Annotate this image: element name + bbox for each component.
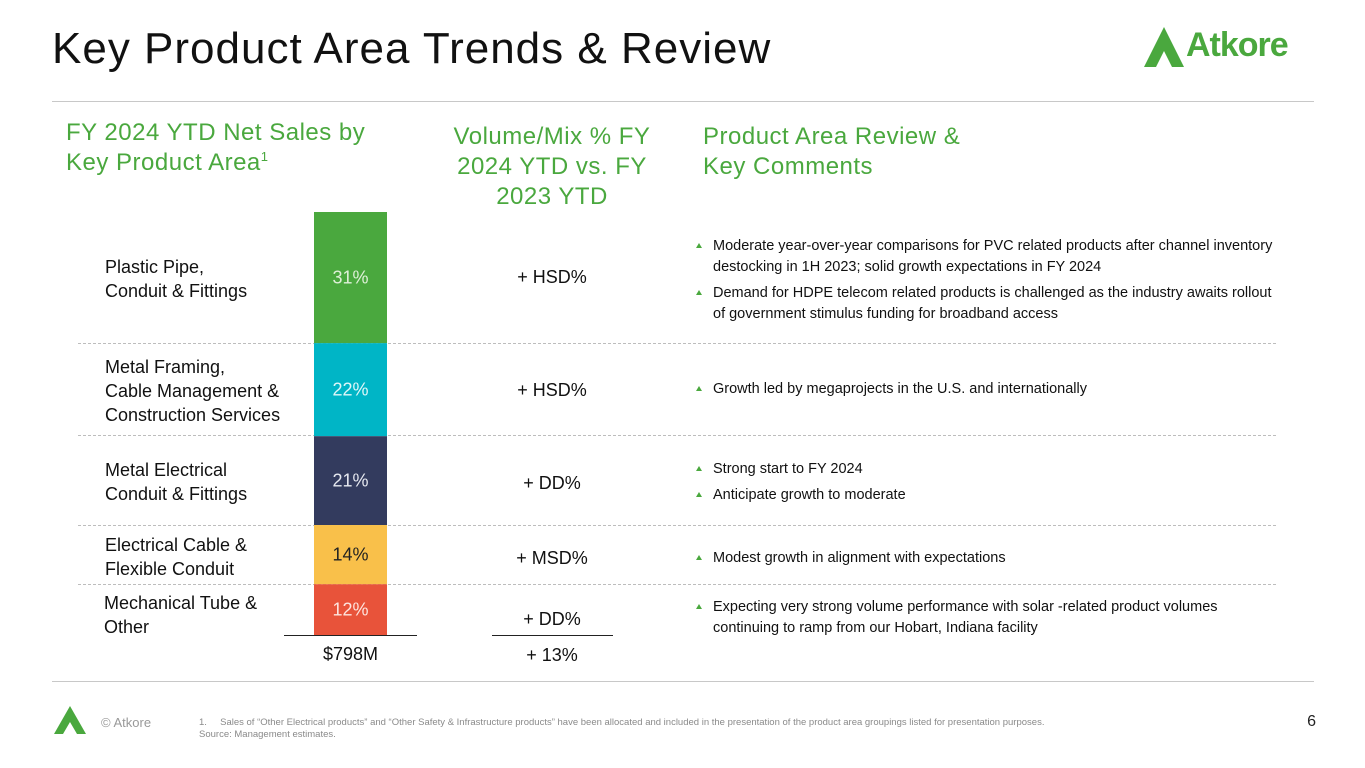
row-divider xyxy=(78,584,1276,585)
footnote-1: 1. Sales of “Other Electrical products” … xyxy=(199,717,1045,728)
volume-mix-value: + HSD% xyxy=(517,380,587,400)
comments-plastic-pipe: Moderate year-over-year comparisons for … xyxy=(696,236,1286,330)
category-plastic-pipe: Plastic Pipe, Conduit & Fittings xyxy=(105,257,248,301)
net-sales-header: FY 2024 YTD Net Sales by Key Product Are… xyxy=(66,119,366,176)
comment-bullet: Moderate year-over-year comparisons for … xyxy=(696,236,1286,278)
comments-mechanical-tube: Expecting very strong volume performance… xyxy=(696,597,1286,644)
atkore-footer-logo-icon xyxy=(54,706,86,734)
volume-mix-header: Volume/Mix % FY 2024 YTD vs. FY 2023 YTD xyxy=(453,123,651,210)
bullet-triangle-icon xyxy=(696,386,702,391)
logo-text: Atkore xyxy=(1186,26,1289,64)
bar-segment-label: 31% xyxy=(332,268,368,288)
volume-mix-value: + DD% xyxy=(523,473,581,493)
category-metal-electrical-conduit: Metal Electrical Conduit & Fittings xyxy=(105,460,248,504)
comments-metal-framing: Growth led by megaprojects in the U.S. a… xyxy=(696,379,1286,405)
comments-metal-electrical-conduit: Strong start to FY 2024 Anticipate growt… xyxy=(696,459,1286,511)
category-metal-framing: Metal Framing, Cable Management & Constr… xyxy=(105,357,281,425)
bar-segment xyxy=(314,343,387,437)
footnote-source: Source: Management estimates. xyxy=(199,729,336,740)
bullet-triangle-icon xyxy=(696,243,702,248)
row-divider xyxy=(78,343,1276,344)
volume-mix-value: + MSD% xyxy=(516,548,588,568)
footer-divider xyxy=(52,681,1314,682)
volume-total-rule xyxy=(492,635,613,636)
volume-mix-total: + 13% xyxy=(526,645,578,665)
bullet-triangle-icon xyxy=(696,604,702,609)
row-divider xyxy=(78,525,1276,526)
bullet-triangle-icon xyxy=(696,555,702,560)
footnote: 1. Sales of “Other Electrical products” … xyxy=(199,717,1044,741)
bar-segment xyxy=(314,525,387,585)
net-sales-total: $798M xyxy=(322,644,379,664)
volume-mix-value: + HSD% xyxy=(517,267,587,287)
category-mechanical-tube: Mechanical Tube & Other xyxy=(104,593,258,637)
review-header: Product Area Review & Key Comments xyxy=(703,123,961,180)
comment-bullet: Demand for HDPE telecom related products… xyxy=(696,283,1286,325)
bullet-triangle-icon xyxy=(696,290,702,295)
net-sales-stacked-bar: 31% 22% 21% 14% 12% xyxy=(284,212,417,636)
bullet-triangle-icon xyxy=(696,466,702,471)
bar-segment-label: 22% xyxy=(332,380,368,400)
comment-bullet: Growth led by megaprojects in the U.S. a… xyxy=(696,379,1286,400)
bar-segment-label: 21% xyxy=(332,471,368,491)
bar-segment-label: 14% xyxy=(332,545,368,565)
atkore-logo-icon xyxy=(1144,27,1184,67)
page-title: Key Product Area Trends & Review xyxy=(52,24,772,73)
bullet-triangle-icon xyxy=(696,492,702,497)
copyright: © Atkore xyxy=(101,715,152,730)
comment-bullet: Expecting very strong volume performance… xyxy=(696,597,1286,639)
bar-segment-label: 12% xyxy=(332,600,368,620)
bar-segment xyxy=(314,436,387,526)
comment-bullet: Modest growth in alignment with expectat… xyxy=(696,548,1286,569)
header-divider xyxy=(52,101,1314,102)
comment-bullet: Strong start to FY 2024 xyxy=(696,459,1286,480)
comment-bullet: Anticipate growth to moderate xyxy=(696,485,1286,506)
volume-mix-value: + DD% xyxy=(523,609,581,629)
bar-segment xyxy=(314,212,387,344)
row-divider xyxy=(78,435,1276,436)
category-electrical-cable: Electrical Cable & Flexible Conduit xyxy=(105,535,248,579)
comments-electrical-cable: Modest growth in alignment with expectat… xyxy=(696,548,1286,574)
page-number: 6 xyxy=(1307,713,1316,730)
bar-segment xyxy=(314,584,387,635)
